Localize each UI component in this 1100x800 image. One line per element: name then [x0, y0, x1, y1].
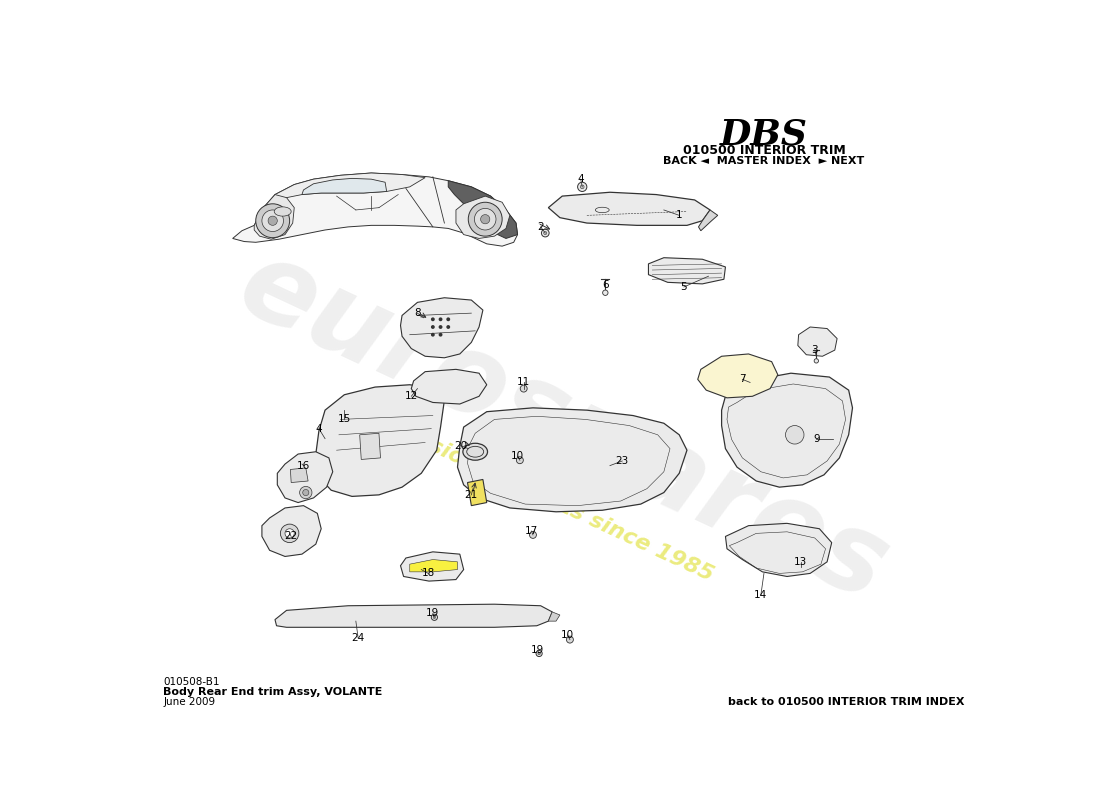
Polygon shape	[400, 298, 483, 358]
Circle shape	[566, 636, 573, 643]
Polygon shape	[458, 408, 686, 512]
Circle shape	[785, 426, 804, 444]
Polygon shape	[468, 479, 486, 506]
Text: 010500 INTERIOR TRIM: 010500 INTERIOR TRIM	[683, 144, 845, 157]
Polygon shape	[275, 173, 425, 201]
Text: 3: 3	[812, 345, 818, 355]
Polygon shape	[698, 210, 717, 230]
Circle shape	[262, 210, 284, 231]
Text: 22: 22	[285, 531, 298, 542]
Polygon shape	[411, 370, 486, 404]
Polygon shape	[722, 373, 852, 487]
Text: 17: 17	[525, 526, 538, 536]
Polygon shape	[548, 612, 560, 621]
Text: 2: 2	[537, 222, 544, 232]
Circle shape	[439, 333, 442, 337]
Text: 20: 20	[454, 441, 467, 450]
Circle shape	[433, 616, 436, 618]
Polygon shape	[360, 434, 381, 459]
Text: 18: 18	[421, 568, 434, 578]
Text: 6: 6	[602, 280, 608, 290]
Circle shape	[447, 318, 450, 322]
Circle shape	[603, 290, 608, 295]
Circle shape	[578, 182, 587, 191]
Polygon shape	[409, 559, 458, 572]
Circle shape	[581, 185, 584, 189]
Text: 10: 10	[561, 630, 574, 640]
Polygon shape	[254, 194, 295, 239]
Text: 14: 14	[755, 590, 768, 600]
Text: 24: 24	[352, 633, 365, 643]
Circle shape	[268, 216, 277, 226]
Text: 8: 8	[414, 308, 421, 318]
Text: 4: 4	[316, 424, 322, 434]
Polygon shape	[697, 354, 778, 398]
Circle shape	[302, 490, 309, 496]
Text: 12: 12	[405, 391, 418, 402]
Text: DBS: DBS	[720, 118, 807, 151]
Polygon shape	[275, 604, 552, 627]
Circle shape	[280, 524, 299, 542]
Ellipse shape	[463, 443, 487, 460]
Text: back to 010500 INTERIOR TRIM INDEX: back to 010500 INTERIOR TRIM INDEX	[728, 698, 964, 707]
Circle shape	[255, 204, 289, 238]
Circle shape	[285, 529, 295, 538]
Circle shape	[469, 202, 502, 236]
Polygon shape	[400, 552, 464, 581]
Text: 15: 15	[338, 414, 351, 424]
Circle shape	[474, 209, 496, 230]
Circle shape	[431, 318, 434, 322]
Circle shape	[439, 318, 442, 322]
Text: 9: 9	[813, 434, 820, 444]
Text: 19: 19	[426, 609, 440, 618]
Circle shape	[538, 652, 540, 654]
Polygon shape	[290, 468, 308, 482]
Circle shape	[299, 486, 312, 498]
Text: 13: 13	[794, 557, 807, 567]
Ellipse shape	[274, 207, 292, 216]
Text: 5: 5	[681, 282, 688, 292]
Circle shape	[543, 231, 547, 234]
Circle shape	[516, 457, 524, 464]
Text: June 2009: June 2009	[163, 698, 216, 707]
Polygon shape	[548, 192, 711, 226]
Polygon shape	[301, 178, 387, 194]
Text: 16: 16	[297, 461, 310, 470]
Polygon shape	[798, 327, 837, 356]
Polygon shape	[277, 452, 332, 502]
Circle shape	[814, 358, 818, 363]
Circle shape	[431, 325, 434, 329]
Polygon shape	[726, 523, 832, 577]
Text: a passion for parts since 1985: a passion for parts since 1985	[365, 407, 716, 586]
Text: Body Rear End trim Assy, VOLANTE: Body Rear End trim Assy, VOLANTE	[163, 687, 383, 698]
Text: 10: 10	[512, 451, 524, 462]
Text: 1: 1	[675, 210, 683, 220]
Circle shape	[529, 531, 537, 538]
Circle shape	[536, 650, 542, 657]
Text: 19: 19	[531, 646, 544, 655]
Circle shape	[447, 325, 450, 329]
Text: 4: 4	[578, 174, 584, 184]
Circle shape	[431, 333, 434, 337]
Circle shape	[481, 214, 490, 224]
Text: BACK ◄  MASTER INDEX  ► NEXT: BACK ◄ MASTER INDEX ► NEXT	[663, 156, 865, 166]
Polygon shape	[262, 506, 321, 557]
Text: 010508-B1: 010508-B1	[163, 678, 220, 687]
Text: 7: 7	[739, 374, 746, 384]
Polygon shape	[649, 258, 726, 284]
Text: 21: 21	[464, 490, 478, 500]
Circle shape	[541, 230, 549, 237]
Text: 23: 23	[616, 456, 629, 466]
Text: eurospares: eurospares	[223, 230, 904, 624]
Circle shape	[520, 385, 527, 392]
Polygon shape	[233, 173, 517, 246]
Circle shape	[439, 325, 442, 329]
Circle shape	[431, 614, 438, 620]
Polygon shape	[449, 181, 517, 238]
Text: 11: 11	[517, 378, 530, 387]
Polygon shape	[455, 196, 510, 238]
Polygon shape	[316, 385, 444, 496]
